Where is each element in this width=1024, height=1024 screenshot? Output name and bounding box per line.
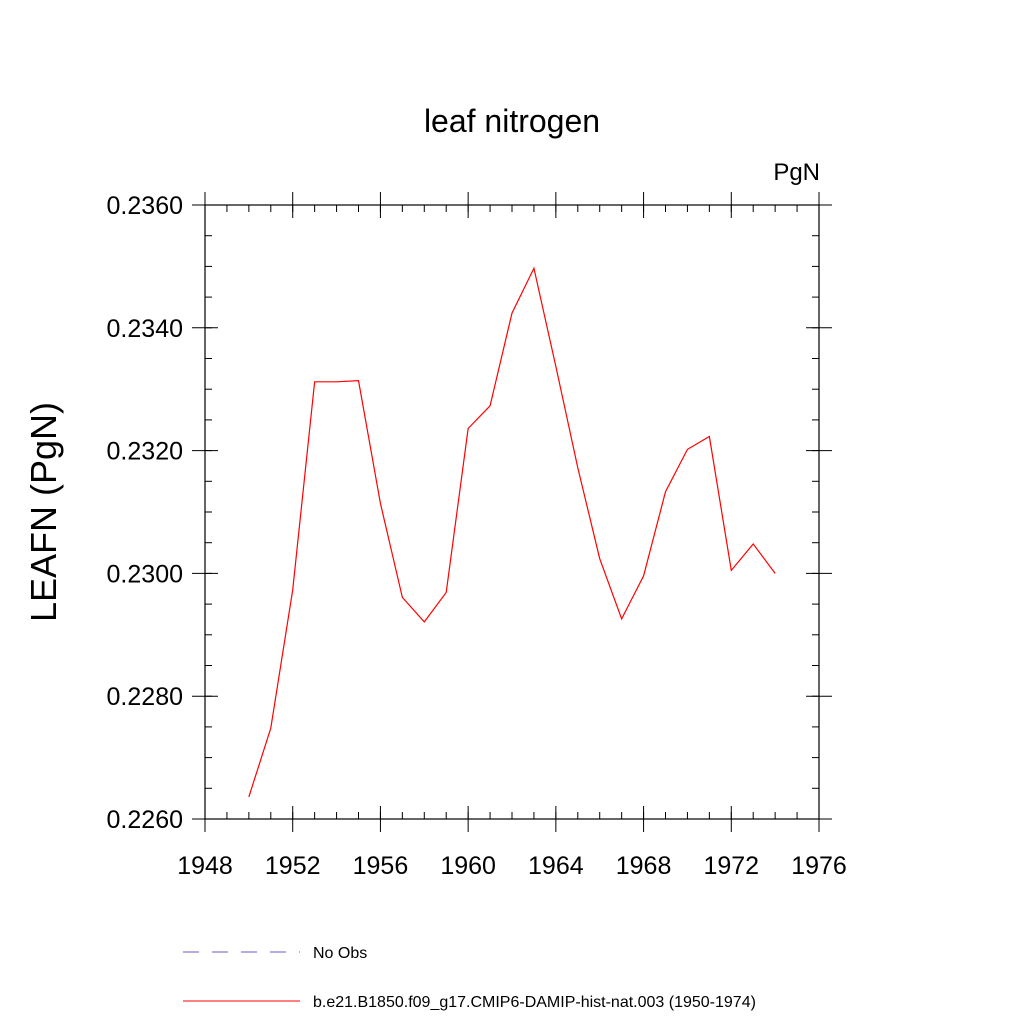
x-tick-labels: 1948 1952 1956 1960 1964 1968 1972 1976 [177, 852, 847, 880]
x-tick-label: 1948 [177, 852, 233, 880]
x-tick-label: 1968 [616, 852, 672, 880]
legend: No Obs b.e21.B1850.f09_g17.CMIP6-DAMIP-hi… [183, 945, 756, 1011]
legend-label: b.e21.B1850.f09_g17.CMIP6-DAMIP-hist-nat… [313, 994, 756, 1011]
y-tick-label: 0.2280 [107, 683, 183, 711]
y-tick-labels: 0.2260 0.2280 0.2300 0.2320 0.2340 0.2360 [107, 192, 183, 834]
axis-ticks [192, 192, 832, 832]
x-tick-label: 1964 [528, 852, 584, 880]
y-tick-label: 0.2360 [107, 192, 183, 220]
y-tick-label: 0.2300 [107, 560, 183, 588]
y-axis-label: LEAFN (PgN) [23, 402, 64, 622]
x-tick-label: 1960 [440, 852, 496, 880]
x-tick-label: 1956 [353, 852, 409, 880]
legend-label: No Obs [313, 945, 367, 962]
y-tick-label: 0.2340 [107, 315, 183, 343]
x-tick-label: 1976 [791, 852, 847, 880]
series-layer [248, 266, 776, 798]
x-tick-label: 1972 [703, 852, 759, 880]
series-line [248, 266, 776, 798]
x-tick-label: 1952 [265, 852, 321, 880]
chart-title: leaf nitrogen [424, 103, 600, 139]
units-label: PgN [773, 159, 820, 186]
plot-frame [204, 204, 820, 820]
y-tick-label: 0.2320 [107, 438, 183, 466]
y-tick-label: 0.2260 [107, 806, 183, 834]
